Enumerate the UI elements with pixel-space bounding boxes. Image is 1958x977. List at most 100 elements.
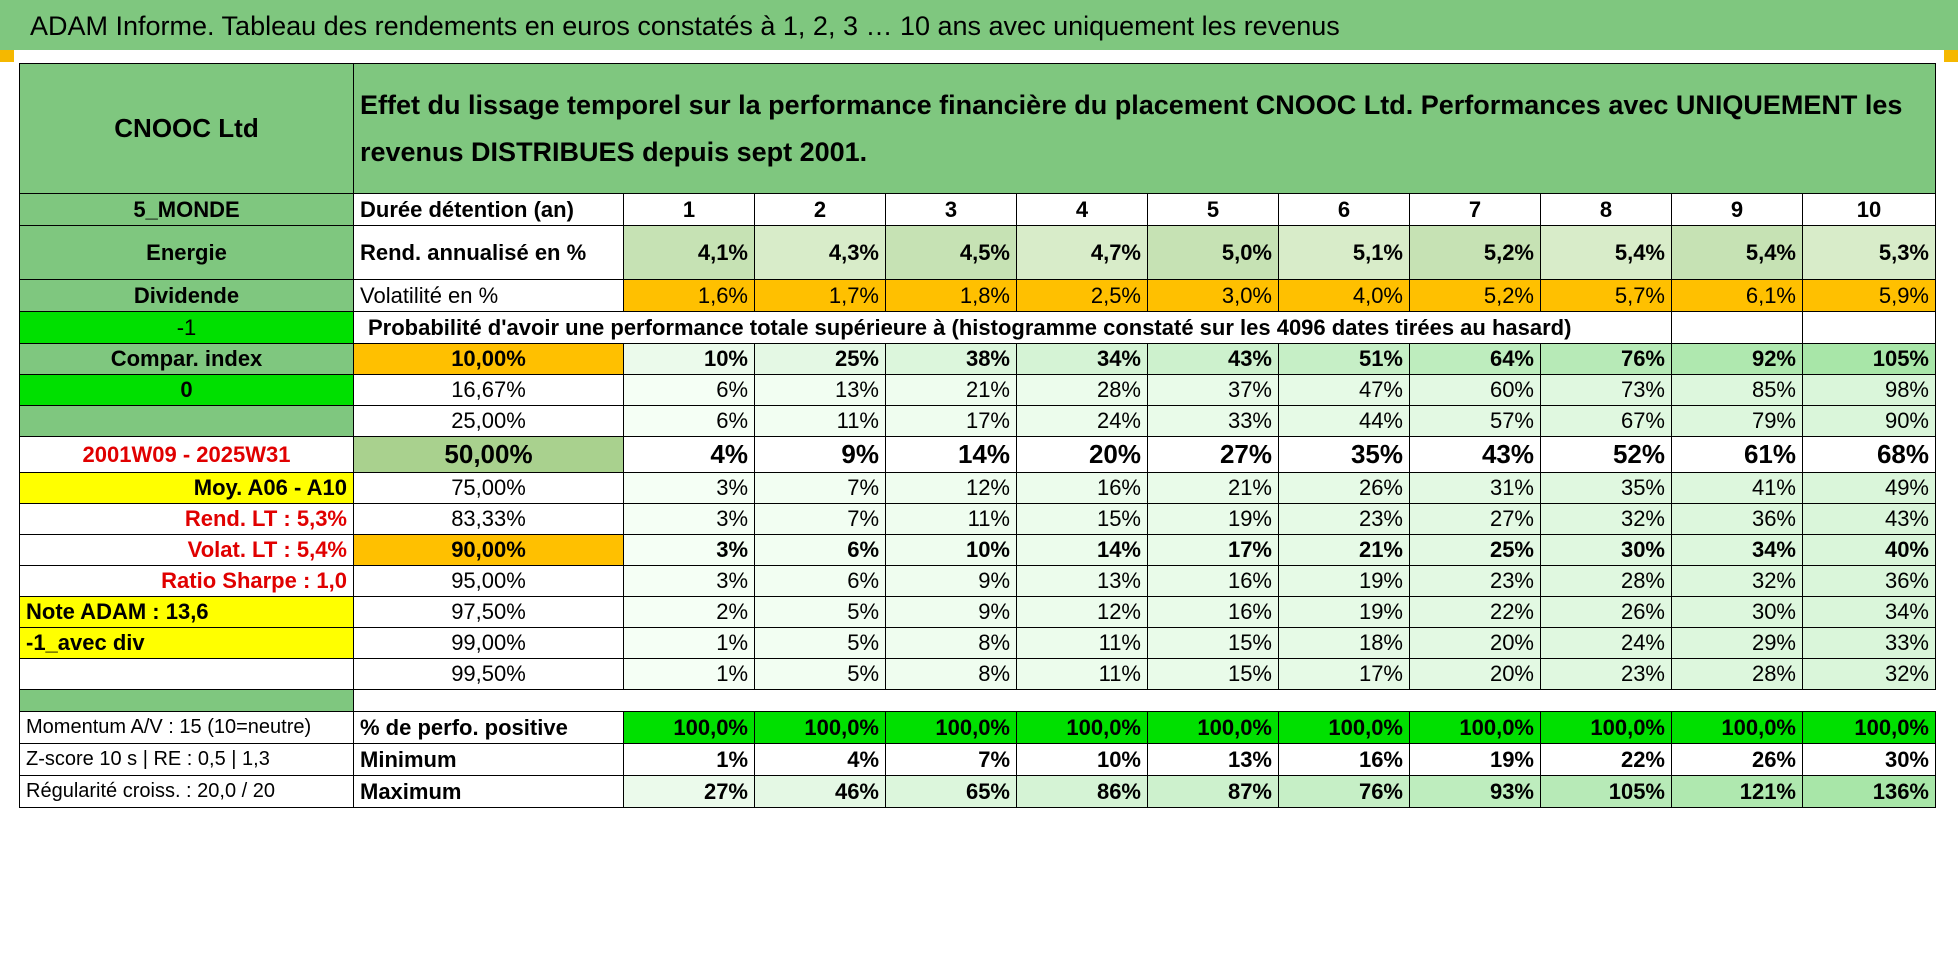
threshold-value: 97,50% [353,596,624,628]
spacer-green [19,689,354,712]
probability-value: 76% [1540,343,1672,375]
long-term-return: Rend. LT : 5,3% [19,503,354,535]
probability-value: 8% [885,627,1017,659]
probability-value: 34% [1016,343,1148,375]
positive-value: 100,0% [1278,711,1410,744]
probability-value: 73% [1540,374,1672,406]
probability-value: 2% [623,596,755,628]
probability-value: 13% [1016,565,1148,597]
annualized-return-value: 5,4% [1671,225,1803,280]
probability-value: 60% [1409,374,1541,406]
probability-value: 11% [885,503,1017,535]
maximum-value: 76% [1278,775,1410,808]
probability-value: 64% [1409,343,1541,375]
threshold-value: 99,00% [353,627,624,659]
probability-value: 52% [1540,436,1672,473]
probability-value: 16% [1147,596,1279,628]
annualized-return-value: 4,7% [1016,225,1148,280]
annualized-return-row: Energie Rend. annualisé en % 4,1% 4,3% 4,5% 4… [19,225,1936,280]
annualized-return-label: Rend. annualisé en % [353,225,624,280]
probability-value: 16% [1147,565,1279,597]
threshold-value: 95,00% [353,565,624,597]
probability-value: 8% [885,658,1017,690]
probability-value: 43% [1409,436,1541,473]
probability-value: 1% [623,627,755,659]
probability-value: 29% [1671,627,1803,659]
probability-value: 38% [885,343,1017,375]
year-9: 9 [1671,193,1803,226]
probability-row: -1_avec div 99,00% 1% 5% 8% 11% 15% 18% 20% 24% 29… [19,627,1936,659]
probability-value: 1% [623,658,755,690]
region-label: 5_MONDE [19,193,354,226]
volatility-row: Dividende Volatilité en % 1,6% 1,7% 1,8% 2,5%… [19,279,1936,312]
probability-value: 17% [885,405,1017,437]
probability-value: 28% [1671,658,1803,690]
empty-side-cell [19,405,354,437]
probability-value: 68% [1802,436,1936,473]
probability-value: 61% [1671,436,1803,473]
minimum-value: 19% [1409,743,1541,776]
year-4: 4 [1016,193,1148,226]
maximum-value: 93% [1409,775,1541,808]
probability-value: 36% [1802,565,1936,597]
minimum-value: 10% [1016,743,1148,776]
probability-value: 14% [1016,534,1148,566]
probability-value: 18% [1278,627,1410,659]
year-1: 1 [623,193,755,226]
probability-value: 5% [754,658,886,690]
volatility-value: 5,9% [1802,279,1936,312]
minimum-row: Z-score 10 s | RE : 0,5 | 1,3 Minimum 1% 4%… [19,743,1936,776]
annualized-return-value: 4,3% [754,225,886,280]
spacer-row [19,689,1936,712]
probability-row: Moy. A06 - A10 75,00% 3% 7% 12% 16% 21% 26% 31% 3… [19,472,1936,504]
probability-value: 26% [1540,596,1672,628]
probability-value: 28% [1540,565,1672,597]
probability-value: 7% [754,472,886,504]
positive-value: 100,0% [1147,711,1279,744]
probability-value: 24% [1016,405,1148,437]
zscore-label: Z-score 10 s | RE : 0,5 | 1,3 [19,743,354,776]
probability-value: 35% [1540,472,1672,504]
positive-value: 100,0% [1540,711,1672,744]
report-title: ADAM Informe. Tableau des rendements en … [0,0,1958,50]
maximum-value: 121% [1671,775,1803,808]
blank-cell [1671,311,1803,344]
year-8: 8 [1540,193,1672,226]
year-6: 6 [1278,193,1410,226]
minimum-value: 4% [754,743,886,776]
probability-value: 24% [1540,627,1672,659]
volatility-label: Volatilité en % [353,279,624,312]
type-label: Dividende [19,279,354,312]
volatility-value: 2,5% [1016,279,1148,312]
probability-value: 23% [1278,503,1410,535]
probability-value: 43% [1802,503,1936,535]
probability-value: 11% [754,405,886,437]
minimum-value: 7% [885,743,1017,776]
probability-value: 40% [1802,534,1936,566]
volatility-value: 5,7% [1540,279,1672,312]
probability-row: 0 16,67% 6% 13% 21% 28% 37% 47% 60% 73% 85% 98% [19,374,1936,406]
threshold-value: 25,00% [353,405,624,437]
dividend-mode: -1_avec div [19,627,354,659]
annualized-return-value: 5,1% [1278,225,1410,280]
probability-value: 28% [1016,374,1148,406]
positive-value: 100,0% [1671,711,1803,744]
probability-value: 5% [754,627,886,659]
probability-value: 3% [623,472,755,504]
threshold-value: 16,67% [353,374,624,406]
annualized-return-value: 5,2% [1409,225,1541,280]
header-row: CNOOC Ltd Effet du lissage temporel sur l… [19,63,1936,194]
probability-value: 44% [1278,405,1410,437]
average-label: Moy. A06 - A10 [19,472,354,504]
threshold-value: 50,00% [353,436,624,473]
probability-value: 11% [1016,658,1148,690]
probability-value: 12% [885,472,1017,504]
volatility-value: 5,2% [1409,279,1541,312]
probability-value: 20% [1016,436,1148,473]
annualized-return-value: 5,3% [1802,225,1936,280]
corner-marker-left [0,50,14,62]
maximum-value: 65% [885,775,1017,808]
minimum-value: 16% [1278,743,1410,776]
probability-value: 14% [885,436,1017,473]
probability-value: 47% [1278,374,1410,406]
